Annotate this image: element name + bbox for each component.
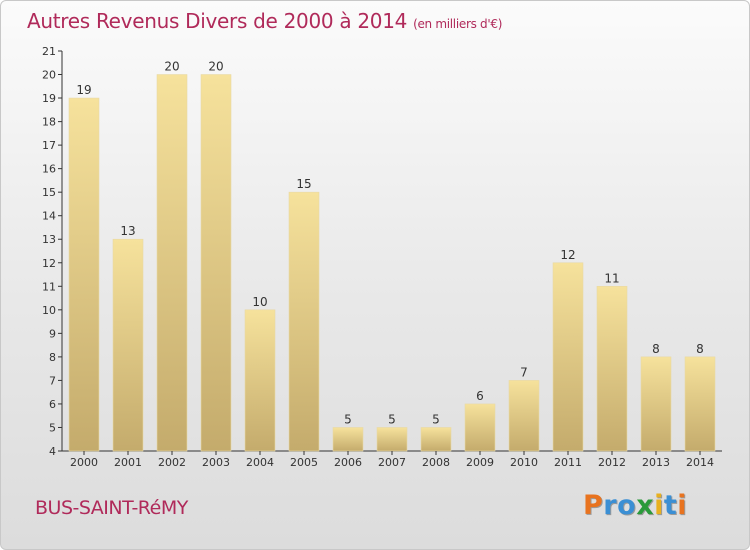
data-label: 13: [120, 224, 135, 238]
y-tick-label: 7: [49, 374, 56, 387]
data-label: 11: [604, 271, 619, 285]
y-tick-label: 19: [42, 92, 56, 105]
y-tick-label: 21: [42, 45, 56, 58]
proxiti-logo: Proxiti: [583, 490, 687, 521]
data-label: 10: [252, 295, 267, 309]
data-label: 20: [164, 60, 179, 74]
x-tick-label: 2011: [554, 456, 582, 469]
bar: [200, 74, 232, 452]
x-tick-label: 2001: [114, 456, 142, 469]
bar: [420, 427, 452, 452]
data-label: 5: [388, 412, 396, 426]
bar: [244, 309, 276, 452]
logo-letter: r: [603, 490, 618, 521]
logo-letter: i: [654, 490, 664, 521]
y-tick-label: 18: [42, 116, 56, 129]
bar: [464, 403, 496, 452]
bar: [68, 97, 100, 452]
x-tick-label: 2004: [246, 456, 274, 469]
logo-letter: P: [583, 490, 604, 521]
data-label: 5: [432, 412, 440, 426]
logo-letter: o: [617, 490, 637, 521]
bar: [640, 356, 672, 452]
x-tick-label: 2002: [158, 456, 186, 469]
data-label: 20: [208, 60, 223, 74]
data-label: 12: [560, 248, 575, 262]
y-tick-label: 6: [49, 398, 56, 411]
data-label: 5: [344, 412, 352, 426]
y-tick-label: 10: [42, 304, 56, 317]
y-tick-label: 20: [42, 69, 56, 82]
data-label: 15: [296, 177, 311, 191]
data-label: 8: [652, 342, 660, 356]
logo-letter: i: [677, 490, 688, 521]
x-tick-label: 2007: [378, 456, 406, 469]
y-tick-label: 12: [42, 257, 56, 270]
bar: [332, 427, 364, 452]
chart-title-unit: (en milliers d'€): [413, 17, 503, 31]
bar: [684, 356, 716, 452]
y-tick-label: 9: [49, 327, 56, 340]
y-tick-label: 5: [49, 421, 56, 434]
bar: [596, 285, 628, 452]
bar: [376, 427, 408, 452]
logo-letter: t: [663, 490, 678, 521]
x-tick-label: 2009: [466, 456, 494, 469]
data-label: 19: [76, 83, 91, 97]
bar: [288, 191, 320, 452]
chart-title-text: Autres Revenus Divers de 2000 à 2014: [27, 9, 408, 33]
data-label: 6: [476, 389, 484, 403]
y-tick-label: 13: [42, 233, 56, 246]
x-tick-label: 2014: [686, 456, 714, 469]
data-label: 8: [696, 342, 704, 356]
commune-name: BUS-SAINT-RéMY: [35, 497, 188, 519]
x-tick-label: 2006: [334, 456, 362, 469]
logo-letter: x: [636, 490, 655, 521]
bar: [156, 74, 188, 452]
chart-title: Autres Revenus Divers de 2000 à 2014 (en …: [27, 9, 502, 33]
data-label: 7: [520, 365, 528, 379]
bar: [508, 380, 540, 452]
y-tick-label: 4: [49, 445, 56, 458]
x-tick-label: 2003: [202, 456, 230, 469]
x-tick-label: 2010: [510, 456, 538, 469]
x-tick-label: 2000: [70, 456, 98, 469]
y-tick-label: 16: [42, 163, 56, 176]
x-tick-label: 2012: [598, 456, 626, 469]
y-tick-label: 8: [49, 351, 56, 364]
x-tick-label: 2005: [290, 456, 318, 469]
y-tick-label: 17: [42, 139, 56, 152]
x-tick-label: 2008: [422, 456, 450, 469]
y-tick-label: 14: [42, 210, 56, 223]
y-tick-label: 15: [42, 186, 56, 199]
bar: [112, 238, 144, 452]
y-tick-label: 11: [42, 280, 56, 293]
bar: [552, 262, 584, 452]
x-tick-label: 2013: [642, 456, 670, 469]
